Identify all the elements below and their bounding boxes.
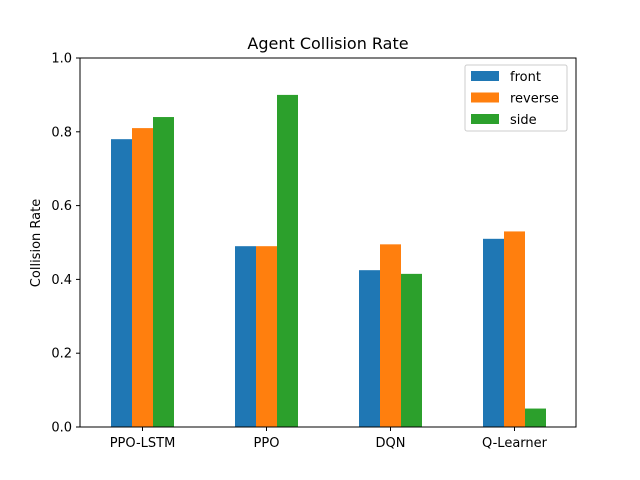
bar-side-ppo bbox=[277, 94, 298, 428]
y-ticks: 0.0 0.2 0.4 0.6 0.8 1.0 bbox=[51, 52, 80, 436]
chart-title: Agent Collision Rate bbox=[247, 34, 408, 53]
plot-frame bbox=[79, 57, 577, 428]
y-tick-label: 0.6 bbox=[51, 199, 72, 214]
y-axis-label: Collision Rate bbox=[29, 199, 44, 287]
y-tick-label: 0.2 bbox=[51, 347, 72, 362]
x-tick-label: DQN bbox=[376, 436, 406, 451]
y-tick-label: 0.8 bbox=[51, 125, 72, 140]
y-tick-label: 1.0 bbox=[51, 52, 72, 67]
bar-side-dqn bbox=[401, 273, 422, 427]
bar-reverse-dqn bbox=[380, 244, 401, 427]
bar-side-q-learner bbox=[525, 408, 546, 427]
bar-reverse-ppo bbox=[256, 246, 277, 427]
legend-label-side: side bbox=[510, 113, 537, 128]
legend-label-front: front bbox=[510, 70, 541, 85]
bar-front-dqn bbox=[359, 270, 380, 427]
legend-swatch-front bbox=[471, 71, 499, 81]
bar-front-ppo bbox=[235, 246, 256, 427]
legend-label-reverse: reverse bbox=[510, 92, 559, 107]
bars-layer bbox=[111, 94, 546, 428]
x-tick-label: PPO-LSTM bbox=[110, 436, 176, 451]
bar-reverse-q-learner bbox=[504, 231, 525, 427]
legend-swatch-side bbox=[471, 114, 499, 124]
bar-front-q-learner bbox=[483, 238, 504, 427]
bar-front-ppo-lstm bbox=[111, 139, 132, 427]
legend: front reverse side bbox=[464, 64, 568, 132]
bar-side-ppo-lstm bbox=[153, 117, 174, 427]
y-tick-label: 0.0 bbox=[51, 421, 72, 436]
legend-swatch-reverse bbox=[471, 92, 499, 103]
y-tick-label: 0.4 bbox=[51, 273, 72, 288]
x-ticks: PPO-LSTM PPO DQN Q-Learner bbox=[110, 427, 548, 451]
x-tick-label: PPO bbox=[254, 436, 280, 451]
x-tick-label: Q-Learner bbox=[482, 436, 548, 451]
bar-reverse-ppo-lstm bbox=[132, 128, 153, 428]
